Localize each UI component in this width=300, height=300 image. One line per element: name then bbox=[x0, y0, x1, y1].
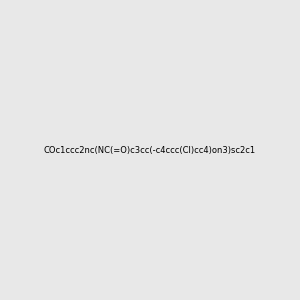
Text: COc1ccc2nc(NC(=O)c3cc(-c4ccc(Cl)cc4)on3)sc2c1: COc1ccc2nc(NC(=O)c3cc(-c4ccc(Cl)cc4)on3)… bbox=[44, 146, 256, 154]
